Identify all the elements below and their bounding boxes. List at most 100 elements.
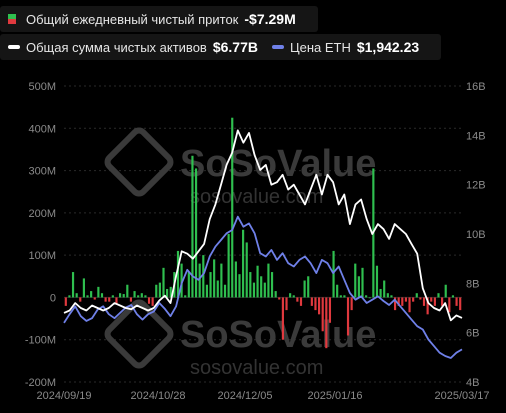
inflow-bar[interactable] bbox=[249, 272, 252, 298]
inflow-bar[interactable] bbox=[68, 295, 71, 298]
inflow-bar[interactable] bbox=[227, 234, 230, 298]
inflow-bar[interactable] bbox=[64, 297, 67, 306]
inflow-bar[interactable] bbox=[314, 297, 317, 311]
inflow-bar[interactable] bbox=[75, 293, 78, 298]
inflow-bar[interactable] bbox=[386, 293, 389, 298]
inflow-bar[interactable] bbox=[252, 282, 256, 298]
inflow-bar[interactable] bbox=[118, 293, 122, 298]
inflow-bar[interactable] bbox=[343, 295, 346, 298]
inflow-bar[interactable] bbox=[422, 297, 426, 306]
inflow-bar[interactable] bbox=[223, 284, 227, 298]
inflow-bar[interactable] bbox=[354, 263, 357, 298]
inflow-bar[interactable] bbox=[397, 297, 400, 306]
inflow-bar[interactable] bbox=[231, 117, 234, 298]
inflow-bar[interactable] bbox=[270, 272, 274, 298]
inflow-bar[interactable] bbox=[194, 168, 198, 298]
inflow-bar[interactable] bbox=[209, 272, 212, 298]
inflow-bar[interactable] bbox=[412, 297, 415, 302]
inflow-bar[interactable] bbox=[459, 297, 462, 311]
inflow-bar[interactable] bbox=[274, 291, 277, 298]
inflow-bar[interactable] bbox=[86, 295, 89, 298]
price-line[interactable] bbox=[63, 215, 463, 359]
inflow-bar[interactable] bbox=[198, 263, 201, 298]
inflow-bar[interactable] bbox=[100, 293, 104, 298]
inflow-bar[interactable] bbox=[299, 297, 303, 306]
inflow-bar[interactable] bbox=[339, 295, 342, 298]
inflow-bar[interactable] bbox=[278, 297, 281, 300]
inflow-bar[interactable] bbox=[162, 267, 165, 298]
inflow-bar[interactable] bbox=[260, 276, 263, 298]
inflow-bar[interactable] bbox=[350, 297, 353, 311]
legend-row-inflow[interactable]: Общий ежедневный чистый приток -$7.29M bbox=[0, 6, 318, 32]
inflow-bar[interactable] bbox=[444, 284, 447, 298]
inflow-bar[interactable] bbox=[129, 297, 133, 302]
inflow-bar[interactable] bbox=[216, 280, 219, 298]
inflow-bar[interactable] bbox=[401, 297, 404, 306]
inflow-bar[interactable] bbox=[285, 297, 288, 311]
inflow-bar[interactable] bbox=[256, 265, 259, 298]
inflow-bar[interactable] bbox=[307, 276, 310, 298]
inflow-bar[interactable] bbox=[379, 288, 382, 298]
inflow-bar[interactable] bbox=[441, 297, 444, 306]
legend-price-label[interactable]: Цена ETH bbox=[289, 39, 351, 55]
inflow-bar[interactable] bbox=[321, 297, 324, 332]
inflow-bar[interactable] bbox=[140, 293, 143, 298]
inflow-bar[interactable] bbox=[437, 293, 440, 298]
inflow-bar[interactable] bbox=[336, 284, 339, 298]
inflow-bar[interactable] bbox=[147, 297, 151, 304]
inflow-bar[interactable] bbox=[393, 297, 397, 311]
inflow-bar[interactable] bbox=[111, 295, 114, 298]
inflow-bar[interactable] bbox=[166, 288, 169, 298]
inflow-bar[interactable] bbox=[375, 265, 379, 298]
inflow-bar[interactable] bbox=[332, 250, 335, 298]
inflow-bar[interactable] bbox=[242, 229, 245, 298]
inflow-bar[interactable] bbox=[184, 295, 187, 298]
inflow-bar[interactable] bbox=[245, 242, 248, 298]
inflow-bar[interactable] bbox=[97, 286, 100, 298]
inflow-bar[interactable] bbox=[71, 272, 75, 298]
inflow-bar[interactable] bbox=[408, 297, 411, 313]
inflow-bar[interactable] bbox=[213, 259, 216, 298]
inflow-bar[interactable] bbox=[93, 297, 96, 300]
inflow-bar[interactable] bbox=[238, 274, 241, 298]
inflow-bar[interactable] bbox=[151, 297, 154, 306]
inflow-bar[interactable] bbox=[202, 255, 205, 298]
inflow-bar[interactable] bbox=[383, 280, 386, 298]
inflow-bar[interactable] bbox=[104, 297, 107, 302]
inflow-bar[interactable] bbox=[180, 263, 183, 298]
inflow-bar[interactable] bbox=[346, 297, 350, 336]
inflow-bar[interactable] bbox=[328, 297, 332, 323]
inflow-bar[interactable] bbox=[234, 261, 237, 298]
inflow-bar[interactable] bbox=[292, 295, 295, 298]
inflow-bar[interactable] bbox=[205, 284, 209, 298]
inflow-bar[interactable] bbox=[187, 272, 190, 298]
inflow-bar[interactable] bbox=[365, 295, 368, 298]
inflow-bar[interactable] bbox=[455, 297, 458, 306]
inflow-bar[interactable] bbox=[419, 297, 422, 300]
inflow-bar[interactable] bbox=[220, 263, 223, 298]
inflow-bar[interactable] bbox=[430, 297, 433, 302]
inflow-bar[interactable] bbox=[126, 284, 129, 298]
inflow-bar[interactable] bbox=[368, 297, 371, 299]
inflow-bar[interactable] bbox=[137, 295, 140, 298]
inflow-bar[interactable] bbox=[115, 297, 118, 304]
inflow-bar[interactable] bbox=[176, 250, 180, 298]
inflow-bar[interactable] bbox=[144, 295, 147, 298]
inflow-bar[interactable] bbox=[357, 276, 360, 298]
inflow-bar[interactable] bbox=[361, 267, 364, 298]
inflow-bar[interactable] bbox=[303, 280, 306, 298]
inflow-bar[interactable] bbox=[82, 278, 85, 298]
inflow-bar[interactable] bbox=[169, 286, 172, 298]
inflow-bar[interactable] bbox=[317, 297, 321, 315]
inflow-bar[interactable] bbox=[310, 297, 313, 306]
inflow-bar[interactable] bbox=[108, 297, 111, 302]
inflow-bar[interactable] bbox=[415, 293, 418, 298]
inflow-bar[interactable] bbox=[122, 294, 125, 298]
legend-assets-label[interactable]: Общая сумма чистых активов bbox=[26, 39, 207, 55]
inflow-bar[interactable] bbox=[404, 297, 408, 302]
inflow-bar[interactable] bbox=[433, 297, 436, 306]
inflow-bar[interactable] bbox=[296, 297, 299, 302]
inflow-bar[interactable] bbox=[267, 263, 270, 298]
inflow-bar[interactable] bbox=[90, 291, 93, 298]
assets-line[interactable] bbox=[63, 129, 463, 322]
